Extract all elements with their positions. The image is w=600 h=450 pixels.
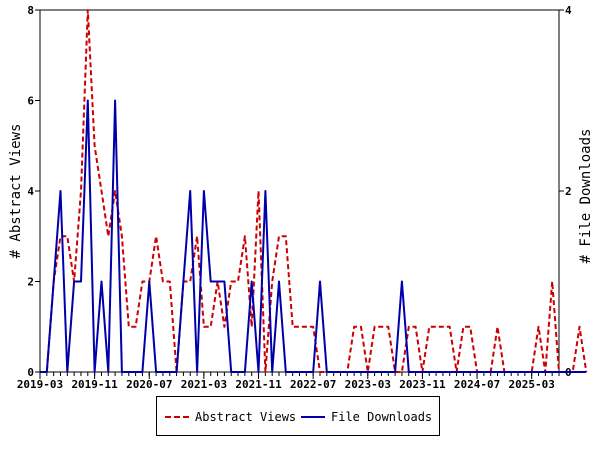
- x-tick-label: 2024-07: [454, 378, 500, 391]
- plot-area: [39, 9, 560, 373]
- y-right-tick-label: 4: [565, 4, 572, 17]
- y-left-tick-label: 6: [27, 95, 34, 108]
- y-axis-left-title: # Abstract Views: [8, 124, 24, 259]
- legend-item-file-downloads: File Downloads: [301, 409, 432, 425]
- y-axis-right-title: # File Downloads: [578, 129, 594, 264]
- series-lines: [40, 9, 588, 373]
- y-left-tick-label: 2: [27, 276, 34, 289]
- x-tick-label: 2023-11: [399, 378, 446, 391]
- series-line-file-downloads: [40, 99, 587, 373]
- x-tick-label: 2020-07: [126, 378, 172, 391]
- legend-label: Abstract Views: [195, 410, 297, 424]
- x-tick-label: 2019-11: [71, 378, 118, 391]
- legend-swatch-dashed-red: [165, 416, 189, 418]
- legend-label: File Downloads: [331, 410, 433, 424]
- y-axis-right: 024: [559, 4, 572, 379]
- legend-swatch-solid-blue: [301, 416, 325, 418]
- x-tick-label: 2022-07: [290, 378, 336, 391]
- x-axis-labels: 2019-03 2019-11 2020-07 2021-03 2021-11 2022-…: [17, 378, 555, 391]
- x-tick-label: 2025-03: [509, 378, 555, 391]
- y-axis-left: 0 2 4 6 8: [27, 4, 40, 379]
- legend: Abstract Views File Downloads: [156, 396, 440, 436]
- x-tick-label: 2023-03: [345, 378, 391, 391]
- y-left-tick-label: 8: [27, 4, 34, 17]
- x-tick-label: 2021-03: [181, 378, 227, 391]
- series-line-abstract-views: [40, 9, 588, 373]
- y-left-tick-label: 0: [27, 366, 34, 379]
- legend-item-abstract-views: Abstract Views: [165, 409, 296, 425]
- x-tick-label: 2019-03: [17, 378, 63, 391]
- x-tick-label: 2021-11: [235, 378, 282, 391]
- y-left-tick-label: 4: [27, 185, 34, 198]
- y-right-tick-label: 2: [565, 185, 572, 198]
